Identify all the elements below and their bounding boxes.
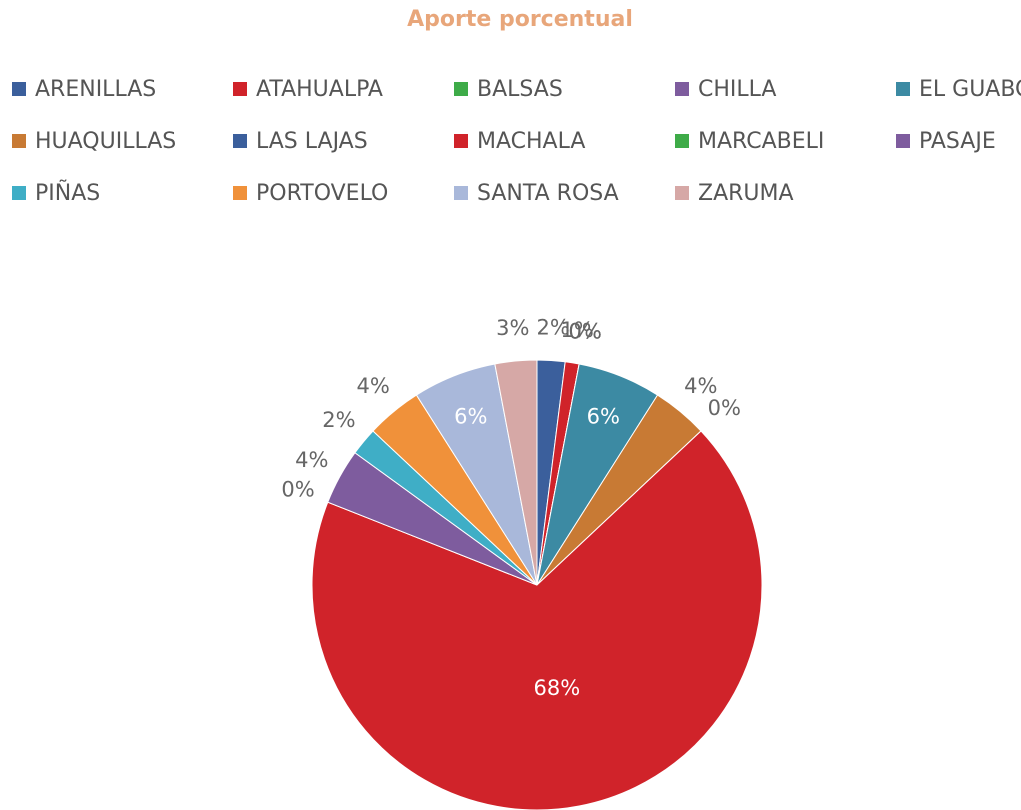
legend-swatch bbox=[454, 134, 468, 148]
data-label: 6% bbox=[587, 405, 620, 429]
pie-slice bbox=[311, 430, 763, 810]
legend-label: SANTA ROSA bbox=[477, 181, 619, 206]
pie-slice bbox=[494, 359, 538, 586]
data-label: 1% bbox=[561, 318, 594, 342]
data-label: 4% bbox=[357, 374, 390, 398]
data-label: 4% bbox=[684, 374, 717, 398]
chart-title: Aporte porcentual bbox=[407, 7, 633, 32]
data-label: 0% bbox=[568, 320, 601, 344]
data-label: 4% bbox=[295, 448, 328, 472]
data-label: 6% bbox=[454, 405, 487, 429]
legend-label: BALSAS bbox=[477, 77, 563, 102]
data-label: 3% bbox=[496, 316, 529, 340]
legend-swatch bbox=[454, 186, 468, 200]
legend-swatch bbox=[12, 186, 26, 200]
legend-label: PASAJE bbox=[919, 129, 996, 154]
legend-swatch bbox=[12, 134, 26, 148]
legend-swatch bbox=[233, 134, 247, 148]
legend-label: EL GUABO bbox=[919, 77, 1021, 102]
legend-swatch bbox=[675, 134, 689, 148]
legend-label: LAS LAJAS bbox=[256, 129, 368, 154]
data-label: 0% bbox=[281, 477, 314, 501]
data-label: 0% bbox=[708, 396, 741, 420]
legend-label: ARENILLAS bbox=[35, 77, 156, 102]
legend-swatch bbox=[896, 134, 910, 148]
legend-swatch bbox=[12, 82, 26, 96]
legend-label: ATAHUALPA bbox=[256, 77, 383, 102]
legend-label: MARCABELI bbox=[698, 129, 824, 154]
legend-label: MACHALA bbox=[477, 129, 585, 154]
data-label: 68% bbox=[533, 676, 580, 700]
legend-label: CHILLA bbox=[698, 77, 776, 102]
legend-label: PIÑAS bbox=[35, 179, 100, 206]
legend-swatch bbox=[233, 186, 247, 200]
legend-swatch bbox=[233, 82, 247, 96]
legend-swatch bbox=[675, 82, 689, 96]
legend-label: ZARUMA bbox=[698, 181, 794, 206]
data-label: 2% bbox=[322, 408, 355, 432]
legend-swatch bbox=[454, 82, 468, 96]
legend-label: PORTOVELO bbox=[256, 181, 388, 206]
legend-swatch bbox=[675, 186, 689, 200]
data-label: 2% bbox=[536, 316, 569, 340]
data-label: 0% bbox=[568, 320, 601, 344]
legend-swatch bbox=[896, 82, 910, 96]
legend-label: HUAQUILLAS bbox=[35, 129, 176, 154]
